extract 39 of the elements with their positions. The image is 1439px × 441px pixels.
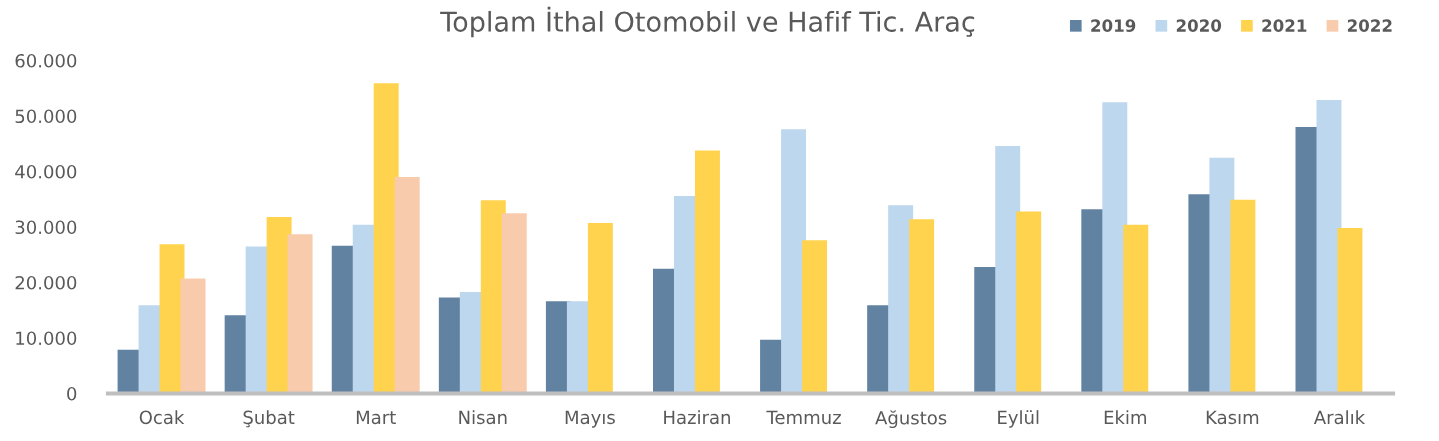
bar	[1316, 99, 1342, 394]
y-tick-label: 60.000	[15, 53, 77, 68]
bar	[1016, 211, 1042, 394]
y-tick-label: 20.000	[15, 275, 77, 290]
x-tick-label: Mayıs	[565, 410, 615, 428]
bar	[394, 177, 420, 394]
bar	[1337, 228, 1363, 394]
x-tick-label: Kasım	[1206, 410, 1259, 425]
bar	[1102, 102, 1128, 394]
bar	[501, 213, 527, 394]
legend-label: 2021	[1262, 19, 1307, 32]
bar	[909, 219, 935, 394]
x-tick-label: Temmuz	[766, 410, 841, 425]
bar	[802, 240, 828, 394]
legend-label: 2019	[1091, 19, 1136, 32]
x-tick-label: Eylül	[998, 410, 1039, 428]
y-tick-label: 10.000	[16, 331, 77, 346]
bar	[180, 278, 206, 394]
bar	[1230, 199, 1256, 394]
bar	[694, 150, 720, 394]
bar	[1123, 224, 1149, 394]
x-tick-label: Ocak	[139, 410, 185, 425]
bar	[587, 223, 613, 394]
x-tick-label: Şubat	[243, 410, 295, 428]
x-tick-label: Ekim	[1104, 410, 1146, 424]
bar	[781, 129, 807, 394]
x-tick-label: Mart	[356, 410, 396, 425]
legend-label: 2022	[1347, 19, 1392, 32]
y-tick-label: 50.000	[15, 109, 77, 124]
x-tick-label: Nisan	[459, 410, 507, 425]
y-tick-label: 0	[67, 386, 77, 401]
x-tick-label: Haziran	[664, 410, 730, 425]
legend-label: 2020	[1176, 19, 1222, 32]
x-tick-label: Ağustos	[875, 410, 947, 429]
y-tick-label: 40.000	[15, 164, 77, 179]
bar	[287, 234, 313, 394]
x-tick-label: Aralık	[1313, 410, 1366, 425]
y-tick-label: 30.000	[15, 220, 77, 235]
chart-title: Toplam İthal Otomobil ve Hafif Tic. Araç	[440, 6, 975, 38]
